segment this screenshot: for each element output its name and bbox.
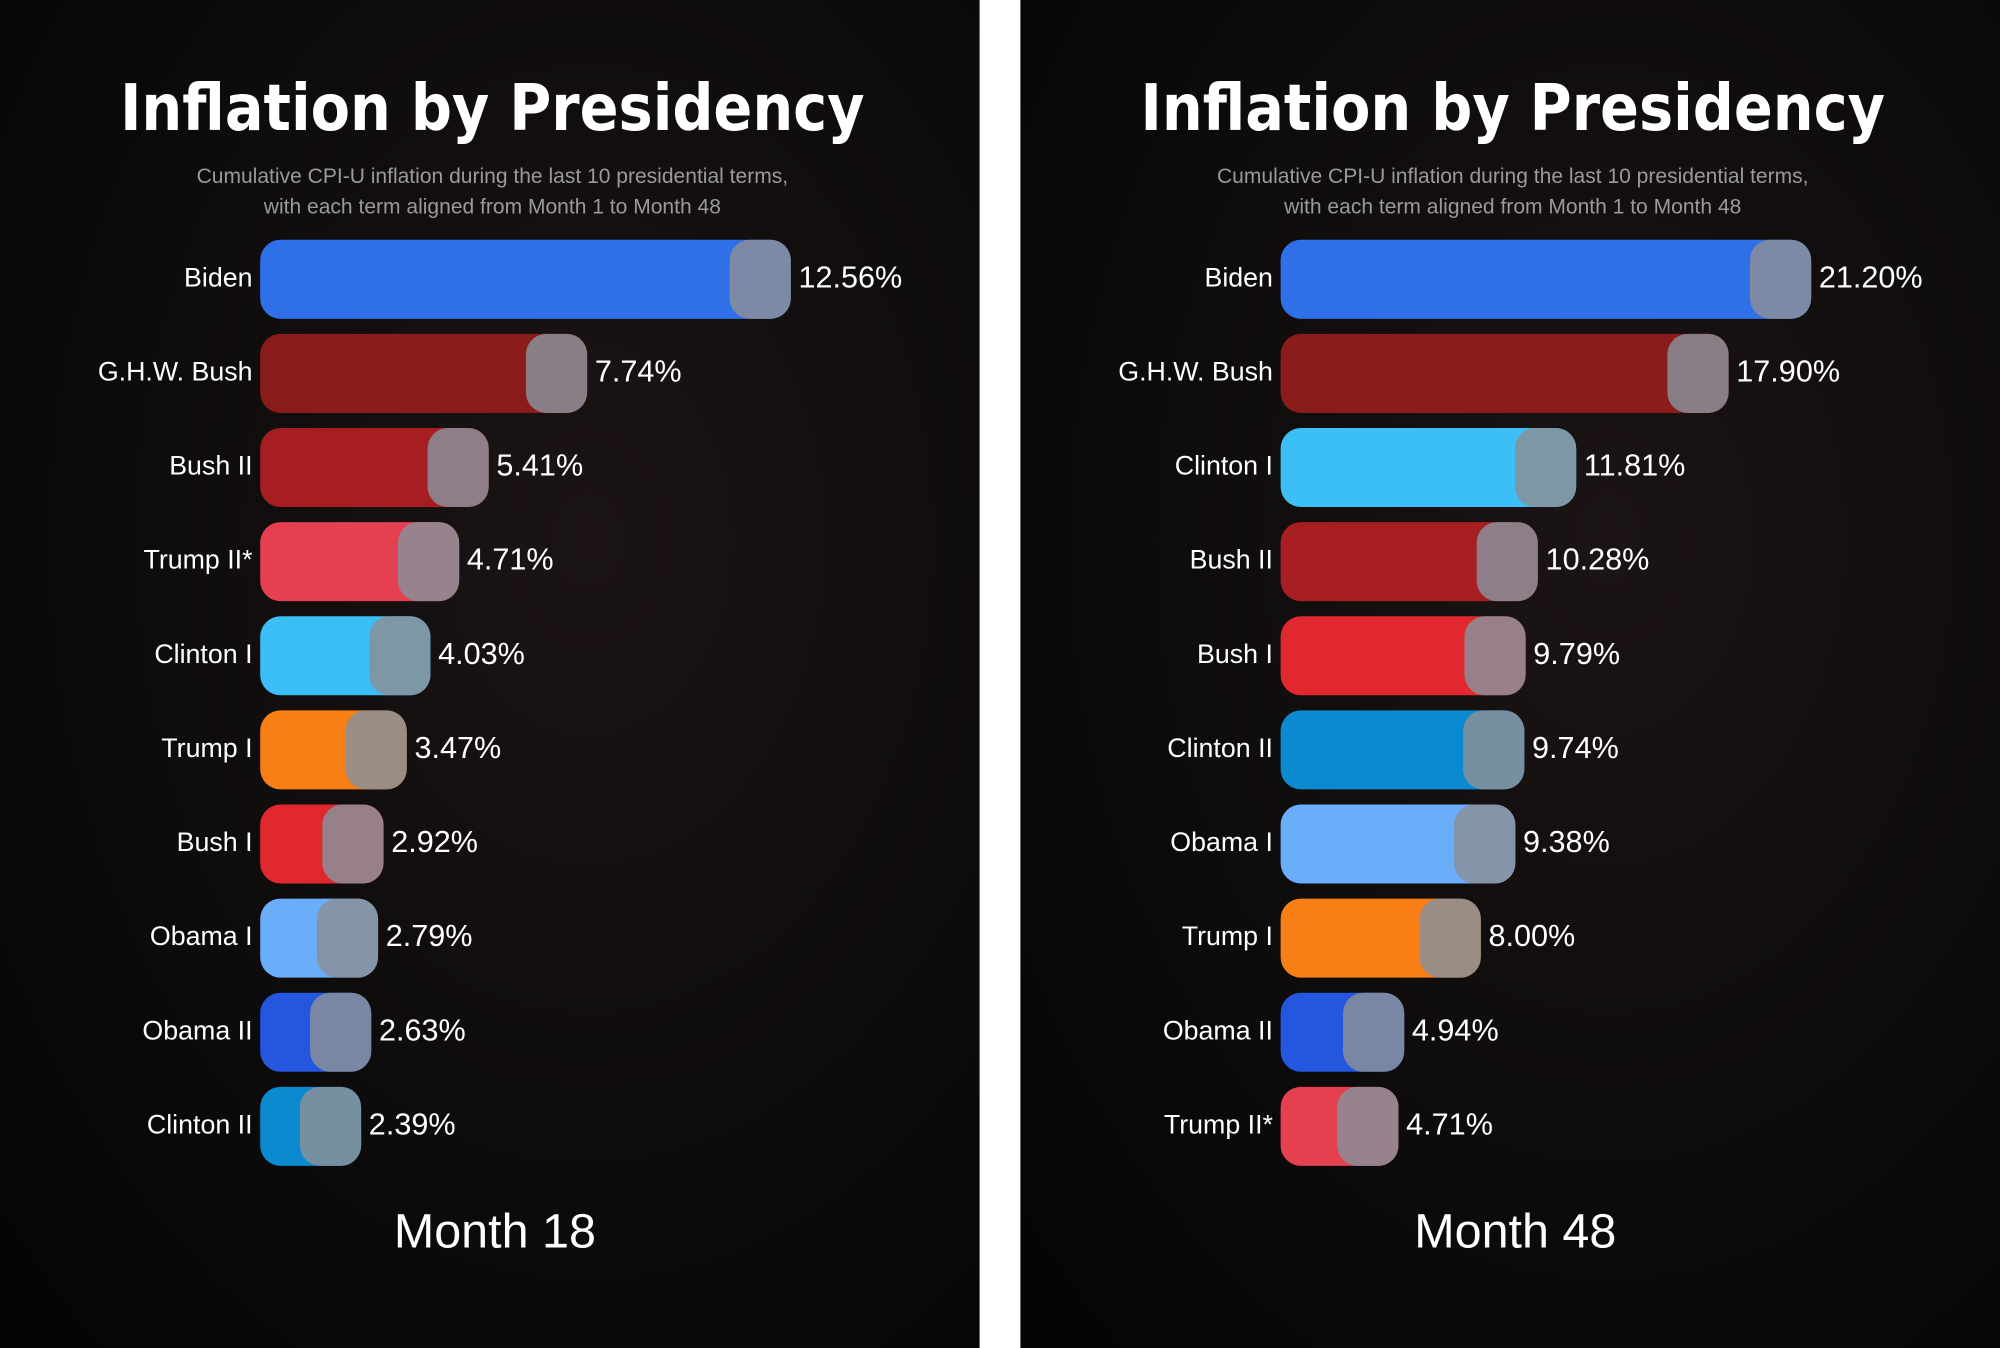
category-label: Obama II (142, 1015, 252, 1045)
category-label: Clinton II (1167, 733, 1273, 763)
category-label: Trump II* (1164, 1109, 1273, 1139)
value-label: 4.71% (467, 543, 554, 577)
portrait (525, 333, 588, 413)
portrait (1750, 239, 1812, 319)
portrait (1337, 1086, 1399, 1166)
value-label: 21.20% (1819, 260, 1923, 294)
value-label: 9.79% (1533, 637, 1620, 671)
bar (260, 333, 588, 413)
bar (260, 239, 791, 319)
category-label: Bush II (169, 451, 252, 481)
portrait (369, 616, 431, 696)
category-label: Obama II (1163, 1015, 1273, 1045)
category-label: Trump II* (143, 545, 252, 575)
category-label: Clinton I (1175, 451, 1273, 481)
category-label: Clinton II (147, 1109, 253, 1139)
category-label: Trump I (1182, 921, 1273, 951)
month-label: Month 18 (394, 1204, 596, 1258)
portrait (322, 804, 384, 884)
portrait (1463, 710, 1525, 790)
value-label: 10.28% (1546, 543, 1650, 577)
bar (1280, 427, 1577, 508)
portrait (299, 1086, 362, 1166)
category-label: Bush I (1197, 639, 1273, 669)
portrait (310, 992, 372, 1072)
portrait (427, 427, 489, 508)
portrait (1667, 333, 1729, 413)
value-label: 4.71% (1406, 1107, 1493, 1141)
portrait (1476, 522, 1538, 602)
value-label: 2.39% (369, 1107, 456, 1141)
value-label: 17.90% (1736, 354, 1840, 388)
portrait (1464, 616, 1526, 696)
category-label: Bush I (177, 827, 253, 857)
portrait (1419, 898, 1481, 978)
category-label: Obama I (150, 921, 253, 951)
chart-subtitle: Cumulative CPI-U inflation during the la… (1217, 165, 1809, 188)
category-label: Trump I (161, 733, 252, 763)
portrait (316, 898, 379, 978)
value-label: 4.03% (438, 637, 525, 671)
value-label: 5.41% (496, 449, 583, 483)
chart-subtitle: with each term aligned from Month 1 to M… (1283, 195, 1741, 218)
value-label: 9.38% (1523, 825, 1610, 859)
chart-title: Inflation by Presidency (1141, 72, 1885, 146)
bar (1280, 522, 1538, 602)
category-label: G.H.W. Bush (1118, 356, 1273, 386)
panel-background (0, 0, 980, 1348)
portrait (729, 239, 791, 319)
category-label: Biden (1204, 262, 1272, 292)
value-label: 8.00% (1488, 919, 1575, 953)
value-label: 4.94% (1412, 1013, 1499, 1047)
value-label: 11.81% (1584, 449, 1686, 483)
bar (1280, 333, 1729, 413)
bar (1280, 616, 1526, 696)
chart-title: Inflation by Presidency (120, 72, 864, 146)
value-label: 9.74% (1532, 731, 1619, 765)
category-label: Biden (184, 262, 252, 292)
category-label: Obama I (1170, 827, 1273, 857)
portrait (345, 710, 407, 790)
value-label: 2.79% (386, 919, 473, 953)
month-label: Month 48 (1414, 1204, 1616, 1258)
chart-subtitle: Cumulative CPI-U inflation during the la… (197, 165, 789, 188)
value-label: 12.56% (798, 260, 902, 294)
bar (1280, 239, 1812, 319)
category-label: Bush II (1190, 545, 1273, 575)
value-label: 3.47% (414, 731, 501, 765)
category-label: G.H.W. Bush (98, 356, 253, 386)
portrait (397, 522, 460, 602)
value-label: 2.92% (391, 825, 478, 859)
category-label: Clinton I (154, 639, 252, 669)
value-label: 2.63% (379, 1013, 466, 1047)
value-label: 7.74% (595, 354, 682, 388)
chart-subtitle: with each term aligned from Month 1 to M… (263, 195, 721, 218)
portrait (1454, 804, 1516, 884)
portrait (1343, 992, 1405, 1072)
portrait (1514, 427, 1577, 508)
